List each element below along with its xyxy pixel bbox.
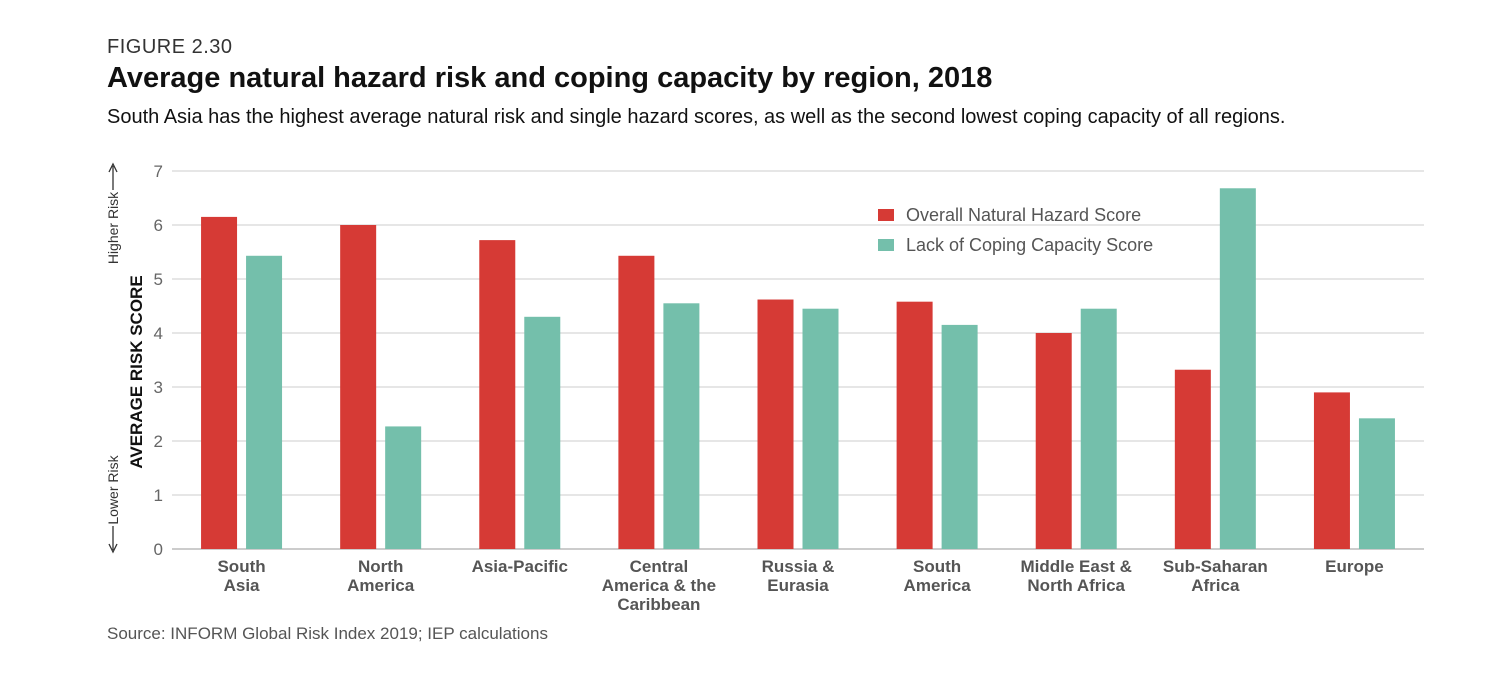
category-label: South Asia — [217, 557, 265, 595]
y-axis-title-group: AVERAGE RISK SCORE Higher Risk Lower Ris… — [105, 162, 146, 554]
category-label: Asia-Pacific — [472, 557, 568, 576]
figure-label: FIGURE 2.30 — [107, 36, 233, 58]
legend-swatch — [878, 239, 894, 251]
higher-risk-label: Higher Risk — [105, 191, 121, 264]
y-tick-label: 7 — [154, 162, 163, 181]
bar-coping — [941, 324, 978, 549]
gridlines — [172, 170, 1424, 550]
bars — [201, 188, 1395, 549]
legend-label: Overall Natural Hazard Score — [906, 205, 1141, 225]
bar-hazard — [1174, 369, 1211, 549]
y-tick-label: 0 — [154, 540, 163, 559]
y-axis-title: AVERAGE RISK SCORE — [127, 275, 146, 468]
chart-title: Average natural hazard risk and coping c… — [107, 62, 993, 94]
bar-coping — [802, 308, 839, 549]
legend-label: Lack of Coping Capacity Score — [906, 235, 1153, 255]
bar-hazard — [896, 301, 933, 549]
y-tick-labels: 0 1 2 3 4 5 6 7 — [154, 162, 163, 559]
bar-hazard — [340, 225, 377, 549]
bar-hazard — [1313, 392, 1350, 549]
chart-subtitle: South Asia has the highest average natur… — [107, 106, 1286, 128]
bar-hazard — [618, 255, 655, 549]
bar-coping — [524, 316, 561, 549]
bar-coping — [385, 426, 422, 549]
higher-risk-arrowhead — [108, 162, 118, 173]
category-label: Europe — [1325, 557, 1384, 576]
category-label: Central America & the Caribbean — [602, 557, 716, 614]
lower-risk-arrowhead — [108, 543, 118, 554]
lower-risk-label: Lower Risk — [105, 454, 121, 524]
category-label: North America — [347, 557, 415, 595]
bar-coping — [1358, 418, 1395, 549]
legend: Overall Natural Hazard Score Lack of Copi… — [878, 205, 1153, 255]
bar-hazard — [1035, 333, 1072, 549]
category-labels: South Asia North America Asia-Pacific Central… — [217, 557, 1383, 614]
bar-coping — [1080, 308, 1117, 549]
higher-risk-note: Higher Risk — [105, 191, 121, 264]
category-label: South America — [904, 557, 972, 595]
bar-hazard — [757, 299, 794, 549]
y-tick-label: 2 — [154, 432, 163, 451]
bar-hazard — [479, 240, 516, 549]
source-note: Source: INFORM Global Risk Index 2019; I… — [107, 624, 548, 643]
category-label: Sub-Saharan Africa — [1163, 557, 1268, 595]
y-tick-label: 1 — [154, 486, 163, 505]
category-label: Russia & Eurasia — [762, 557, 835, 595]
bar-hazard — [201, 216, 238, 549]
bar-coping — [663, 303, 700, 549]
bar-coping — [1219, 188, 1256, 549]
category-label: Middle East & North Africa — [1020, 557, 1131, 595]
bar-coping — [246, 255, 283, 549]
y-tick-label: 6 — [154, 216, 163, 235]
y-tick-label: 4 — [154, 324, 163, 343]
lower-risk-note: Lower Risk — [105, 454, 121, 524]
y-tick-label: 5 — [154, 270, 163, 289]
y-tick-label: 3 — [154, 378, 163, 397]
legend-swatch — [878, 209, 894, 221]
